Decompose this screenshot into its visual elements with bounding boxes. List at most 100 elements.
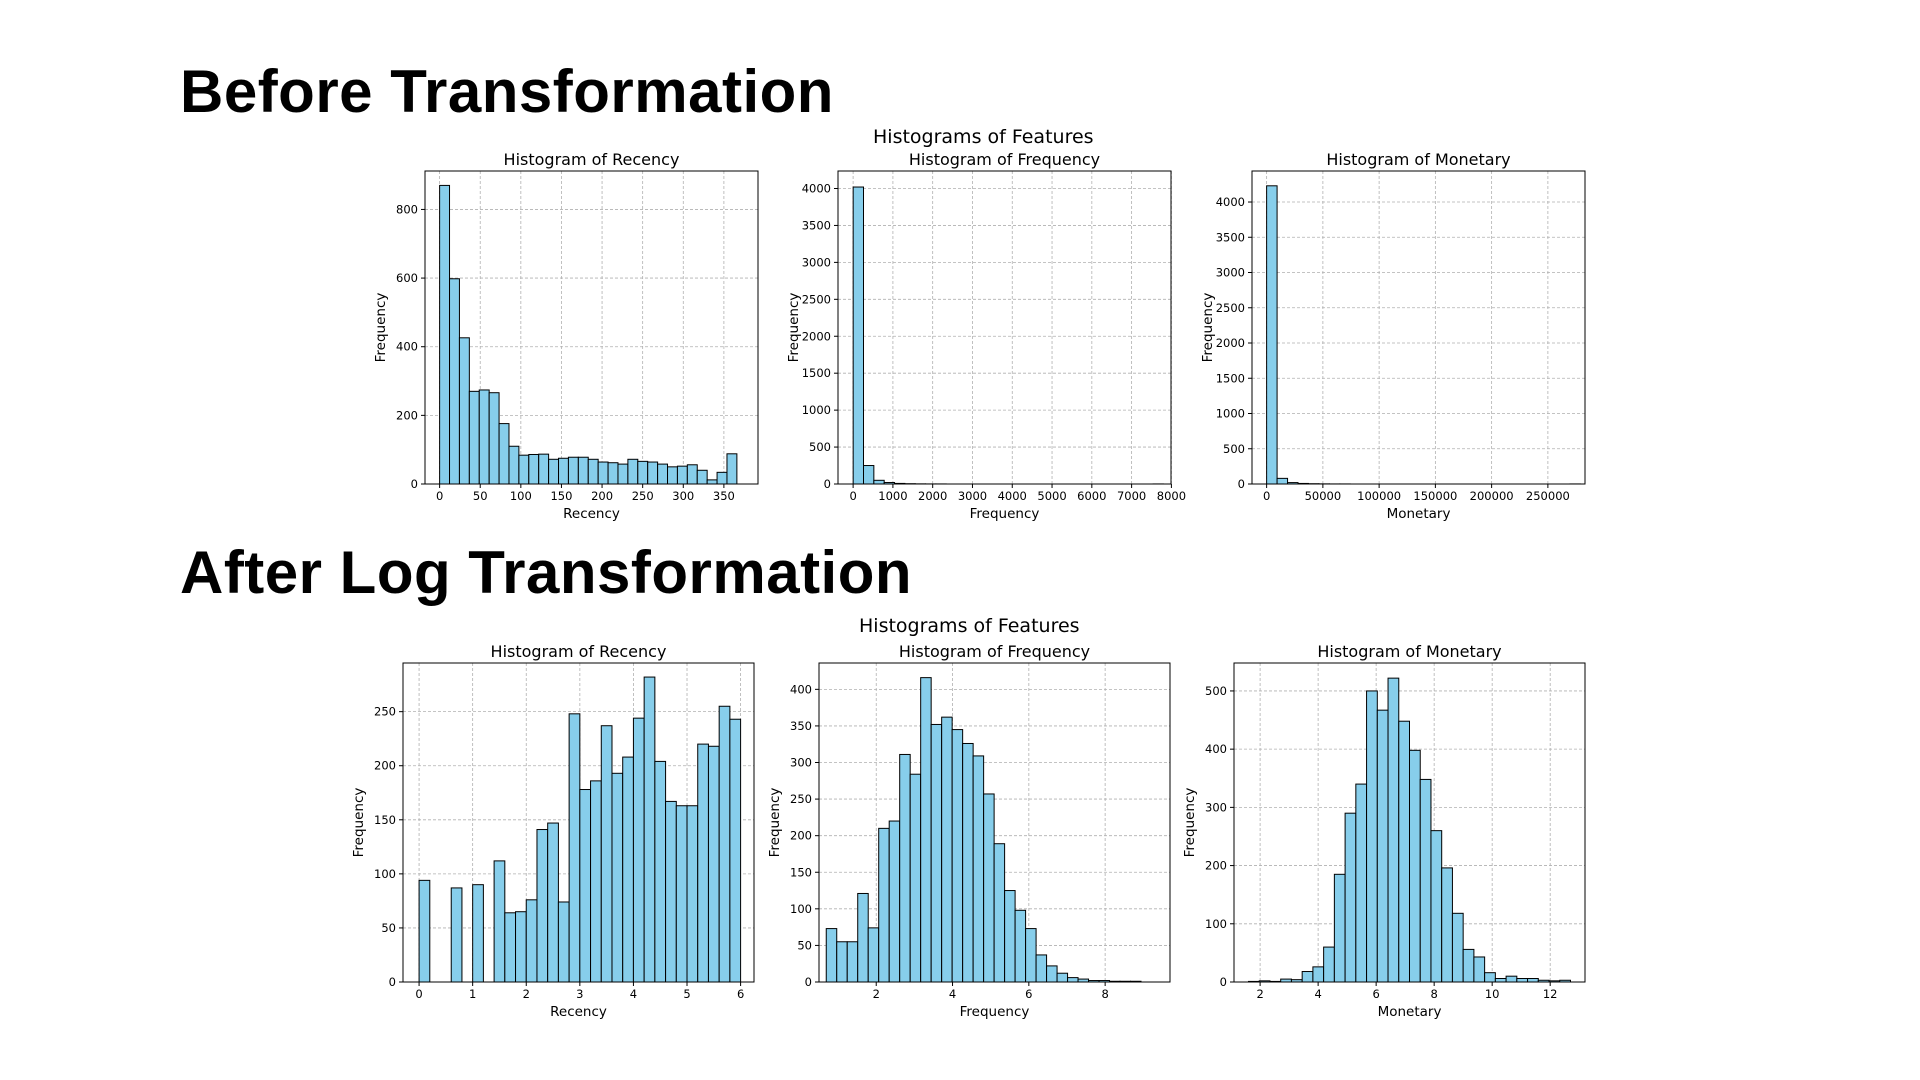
y-tick-label: 800 <box>396 202 418 216</box>
y-axis-label: Frequency <box>1200 293 1216 363</box>
y-axis-label: Frequency <box>351 788 367 858</box>
histogram-bar <box>1441 867 1453 983</box>
axes-frame <box>402 662 755 983</box>
y-axis-label: Frequency <box>1182 788 1198 858</box>
x-axis-label: Monetary <box>1378 1004 1442 1020</box>
y-tick-label: 300 <box>1205 800 1227 814</box>
histogram-bar <box>1419 778 1432 983</box>
chart-title: Histogram of Frequency <box>909 150 1100 169</box>
axes-frame <box>424 170 759 485</box>
y-axis-label: Frequency <box>786 293 802 363</box>
x-tick-label: 6000 <box>1077 489 1106 503</box>
x-tick-label: 0 <box>436 489 443 503</box>
x-tick-label: 4000 <box>998 489 1027 503</box>
y-tick-label: 1000 <box>1216 407 1245 421</box>
x-tick-label: 1 <box>469 987 476 1001</box>
histogram-bar <box>1344 812 1357 983</box>
y-tick-label: 350 <box>790 719 812 733</box>
x-tick-label: 200000 <box>1470 489 1514 503</box>
x-tick-label: 7000 <box>1117 489 1146 503</box>
y-tick-label: 200 <box>374 759 396 773</box>
histogram-bar <box>1505 975 1518 983</box>
x-tick-label: 300 <box>672 489 694 503</box>
y-tick-label: 100 <box>790 902 812 916</box>
y-tick-label: 200 <box>396 408 418 422</box>
histogram-bar <box>1473 956 1486 983</box>
histogram-bar <box>1312 966 1325 983</box>
y-tick-label: 400 <box>790 682 812 696</box>
y-tick-label: 100 <box>1205 917 1227 931</box>
x-axis-label: Monetary <box>1387 506 1451 522</box>
y-tick-label: 0 <box>389 975 396 989</box>
histogram-bar <box>1398 720 1411 983</box>
before-transformation-heading: Before Transformation <box>180 58 834 125</box>
x-tick-label: 0 <box>415 987 422 1001</box>
y-tick-label: 2500 <box>1216 301 1245 315</box>
y-tick-label: 200 <box>790 829 812 843</box>
y-tick-label: 4000 <box>1216 195 1245 209</box>
x-tick-label: 2 <box>523 987 530 1001</box>
histogram-bar <box>1387 677 1400 983</box>
x-tick-label: 50000 <box>1305 489 1342 503</box>
x-tick-label: 100 <box>510 489 532 503</box>
y-tick-label: 250 <box>790 792 812 806</box>
y-tick-label: 1000 <box>802 403 831 417</box>
y-tick-label: 0 <box>824 477 831 491</box>
histogram-bar <box>1430 830 1443 983</box>
x-tick-label: 0 <box>1263 489 1270 503</box>
y-tick-label: 500 <box>1205 684 1227 698</box>
chart-title: Histogram of Frequency <box>899 642 1090 661</box>
histogram-bar <box>1462 948 1475 983</box>
y-tick-label: 0 <box>805 975 812 989</box>
chart-title: Histogram of Recency <box>491 642 667 661</box>
histogram-bar <box>1376 709 1389 983</box>
y-tick-label: 0 <box>1220 975 1227 989</box>
histogram-bar <box>1409 749 1421 983</box>
x-tick-label: 350 <box>713 489 735 503</box>
histogram-bar <box>1333 873 1346 983</box>
y-tick-label: 50 <box>797 938 812 952</box>
y-tick-label: 1500 <box>1216 371 1245 385</box>
y-tick-label: 2500 <box>802 292 831 306</box>
x-tick-label: 8000 <box>1157 489 1186 503</box>
histogram-bar <box>1451 912 1464 983</box>
x-axis-label: Recency <box>550 1004 607 1020</box>
chart-title: Histogram of Recency <box>504 150 680 169</box>
y-tick-label: 100 <box>374 867 396 881</box>
histogram-bar <box>1323 946 1335 983</box>
x-tick-label: 6 <box>1372 987 1379 1001</box>
y-tick-label: 0 <box>411 477 418 491</box>
histogram-bar <box>1366 690 1378 983</box>
x-tick-label: 2000 <box>918 489 947 503</box>
histogram-bar <box>1527 978 1539 983</box>
x-tick-label: 5000 <box>1037 489 1066 503</box>
y-tick-label: 2000 <box>1216 336 1245 350</box>
axes-frame <box>837 170 1172 485</box>
x-tick-label: 0 <box>849 489 856 503</box>
x-axis-label: Recency <box>563 506 620 522</box>
x-tick-label: 200 <box>591 489 613 503</box>
x-tick-label: 6 <box>1025 987 1032 1001</box>
x-tick-label: 8 <box>1101 987 1108 1001</box>
y-tick-label: 3000 <box>802 255 831 269</box>
y-tick-label: 50 <box>381 921 396 935</box>
x-tick-label: 2 <box>873 987 880 1001</box>
histogram-bar <box>1301 971 1314 983</box>
x-tick-label: 1000 <box>878 489 907 503</box>
y-tick-label: 400 <box>1205 742 1227 756</box>
y-axis-label: Frequency <box>767 788 783 858</box>
x-tick-label: 12 <box>1543 987 1558 1001</box>
after-log-transformation-heading: After Log Transformation <box>180 539 913 606</box>
x-tick-label: 6 <box>737 987 744 1001</box>
x-tick-label: 50 <box>473 489 488 503</box>
y-tick-label: 3500 <box>802 218 831 232</box>
x-tick-label: 5 <box>683 987 690 1001</box>
y-tick-label: 400 <box>396 340 418 354</box>
x-tick-label: 250000 <box>1526 489 1570 503</box>
